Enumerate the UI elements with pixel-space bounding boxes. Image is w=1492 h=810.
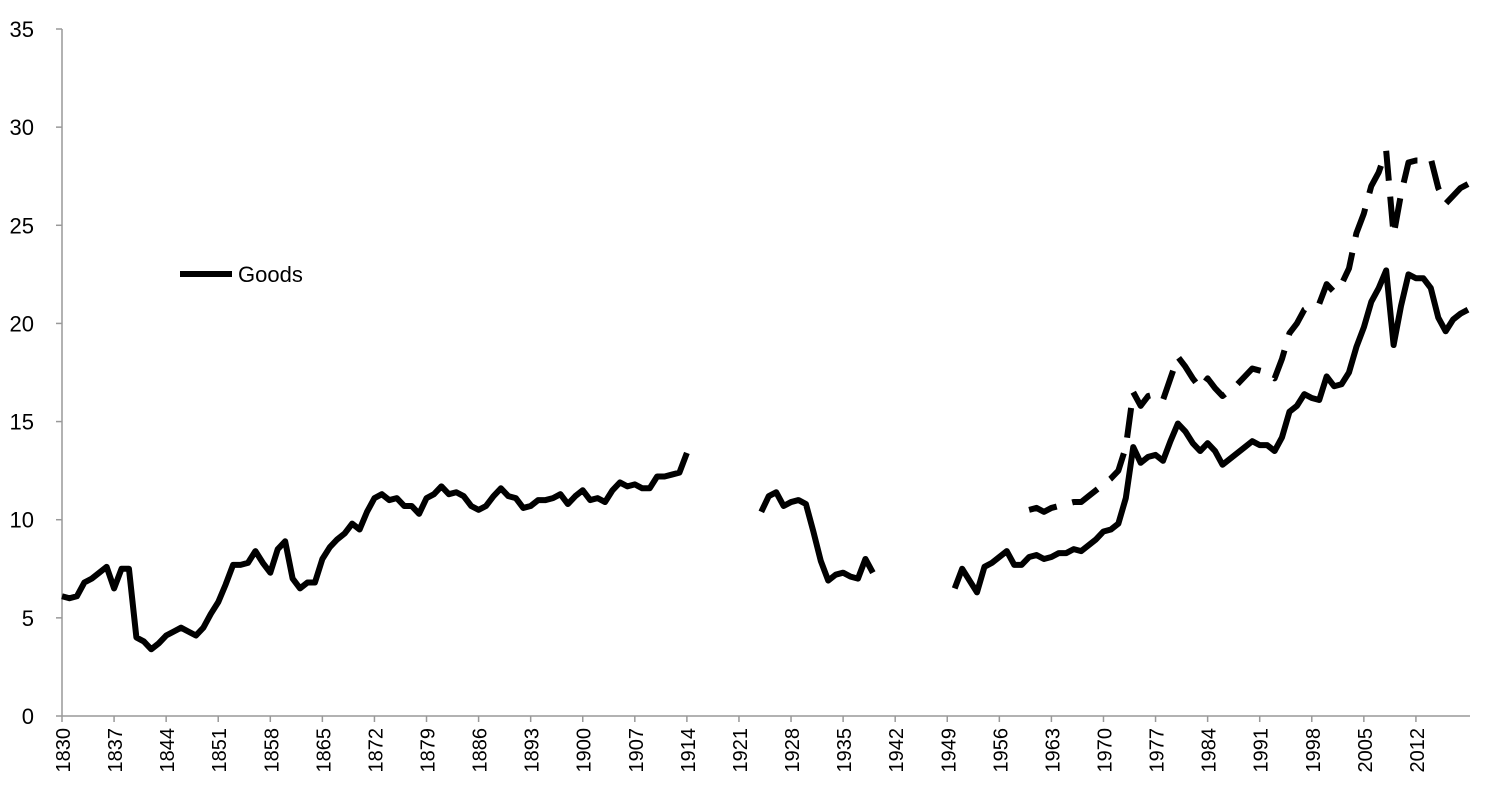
x-tick-label: 1851: [209, 728, 231, 773]
x-tick-label: 1879: [418, 728, 440, 773]
x-tick-label: 1830: [53, 728, 75, 773]
y-tick-label: 25: [10, 213, 34, 238]
x-tick-label: 1977: [1147, 728, 1169, 773]
x-tick-label: 1949: [938, 728, 960, 773]
x-tick-label: 1928: [782, 728, 804, 773]
x-tick-label: 1970: [1094, 728, 1116, 773]
x-tick-label: 2012: [1407, 728, 1429, 773]
x-tick-label: 1956: [990, 728, 1012, 773]
x-tick-label: 1893: [522, 728, 544, 773]
series-line: [758, 489, 876, 584]
x-tick-label: 1921: [730, 728, 752, 773]
legend-label: Goods: [238, 262, 303, 287]
x-tick-label: 1991: [1251, 728, 1273, 773]
x-tick-label: 2005: [1355, 728, 1377, 773]
x-tick-label: 1935: [834, 728, 856, 773]
x-tick-label: 1914: [678, 728, 700, 773]
x-tick-label: 1998: [1303, 728, 1325, 773]
x-tick-label: 1907: [626, 728, 648, 773]
x-tick-label: 1858: [261, 728, 283, 773]
series-line: [1028, 147, 1470, 515]
x-tick-label: 1984: [1199, 728, 1221, 773]
x-tick-label: 1963: [1042, 728, 1064, 773]
y-tick-label: 15: [10, 410, 34, 435]
x-tick-label: 1900: [574, 728, 596, 773]
x-tick-label: 1844: [157, 728, 179, 773]
series-line: [951, 267, 1470, 596]
y-tick-label: 20: [10, 311, 34, 336]
series-line: [61, 451, 690, 653]
y-tick-label: 0: [22, 704, 34, 729]
x-tick-label: 1865: [313, 728, 335, 773]
x-tick-label: 1837: [105, 728, 127, 773]
y-tick-label: 5: [22, 606, 34, 631]
x-tick-label: 1872: [365, 728, 387, 773]
y-tick-label: 10: [10, 508, 34, 533]
x-tick-label: 1886: [470, 728, 492, 773]
y-tick-label: 30: [10, 115, 34, 140]
x-tick-label: 1942: [886, 728, 908, 773]
y-tick-label: 35: [10, 17, 34, 42]
